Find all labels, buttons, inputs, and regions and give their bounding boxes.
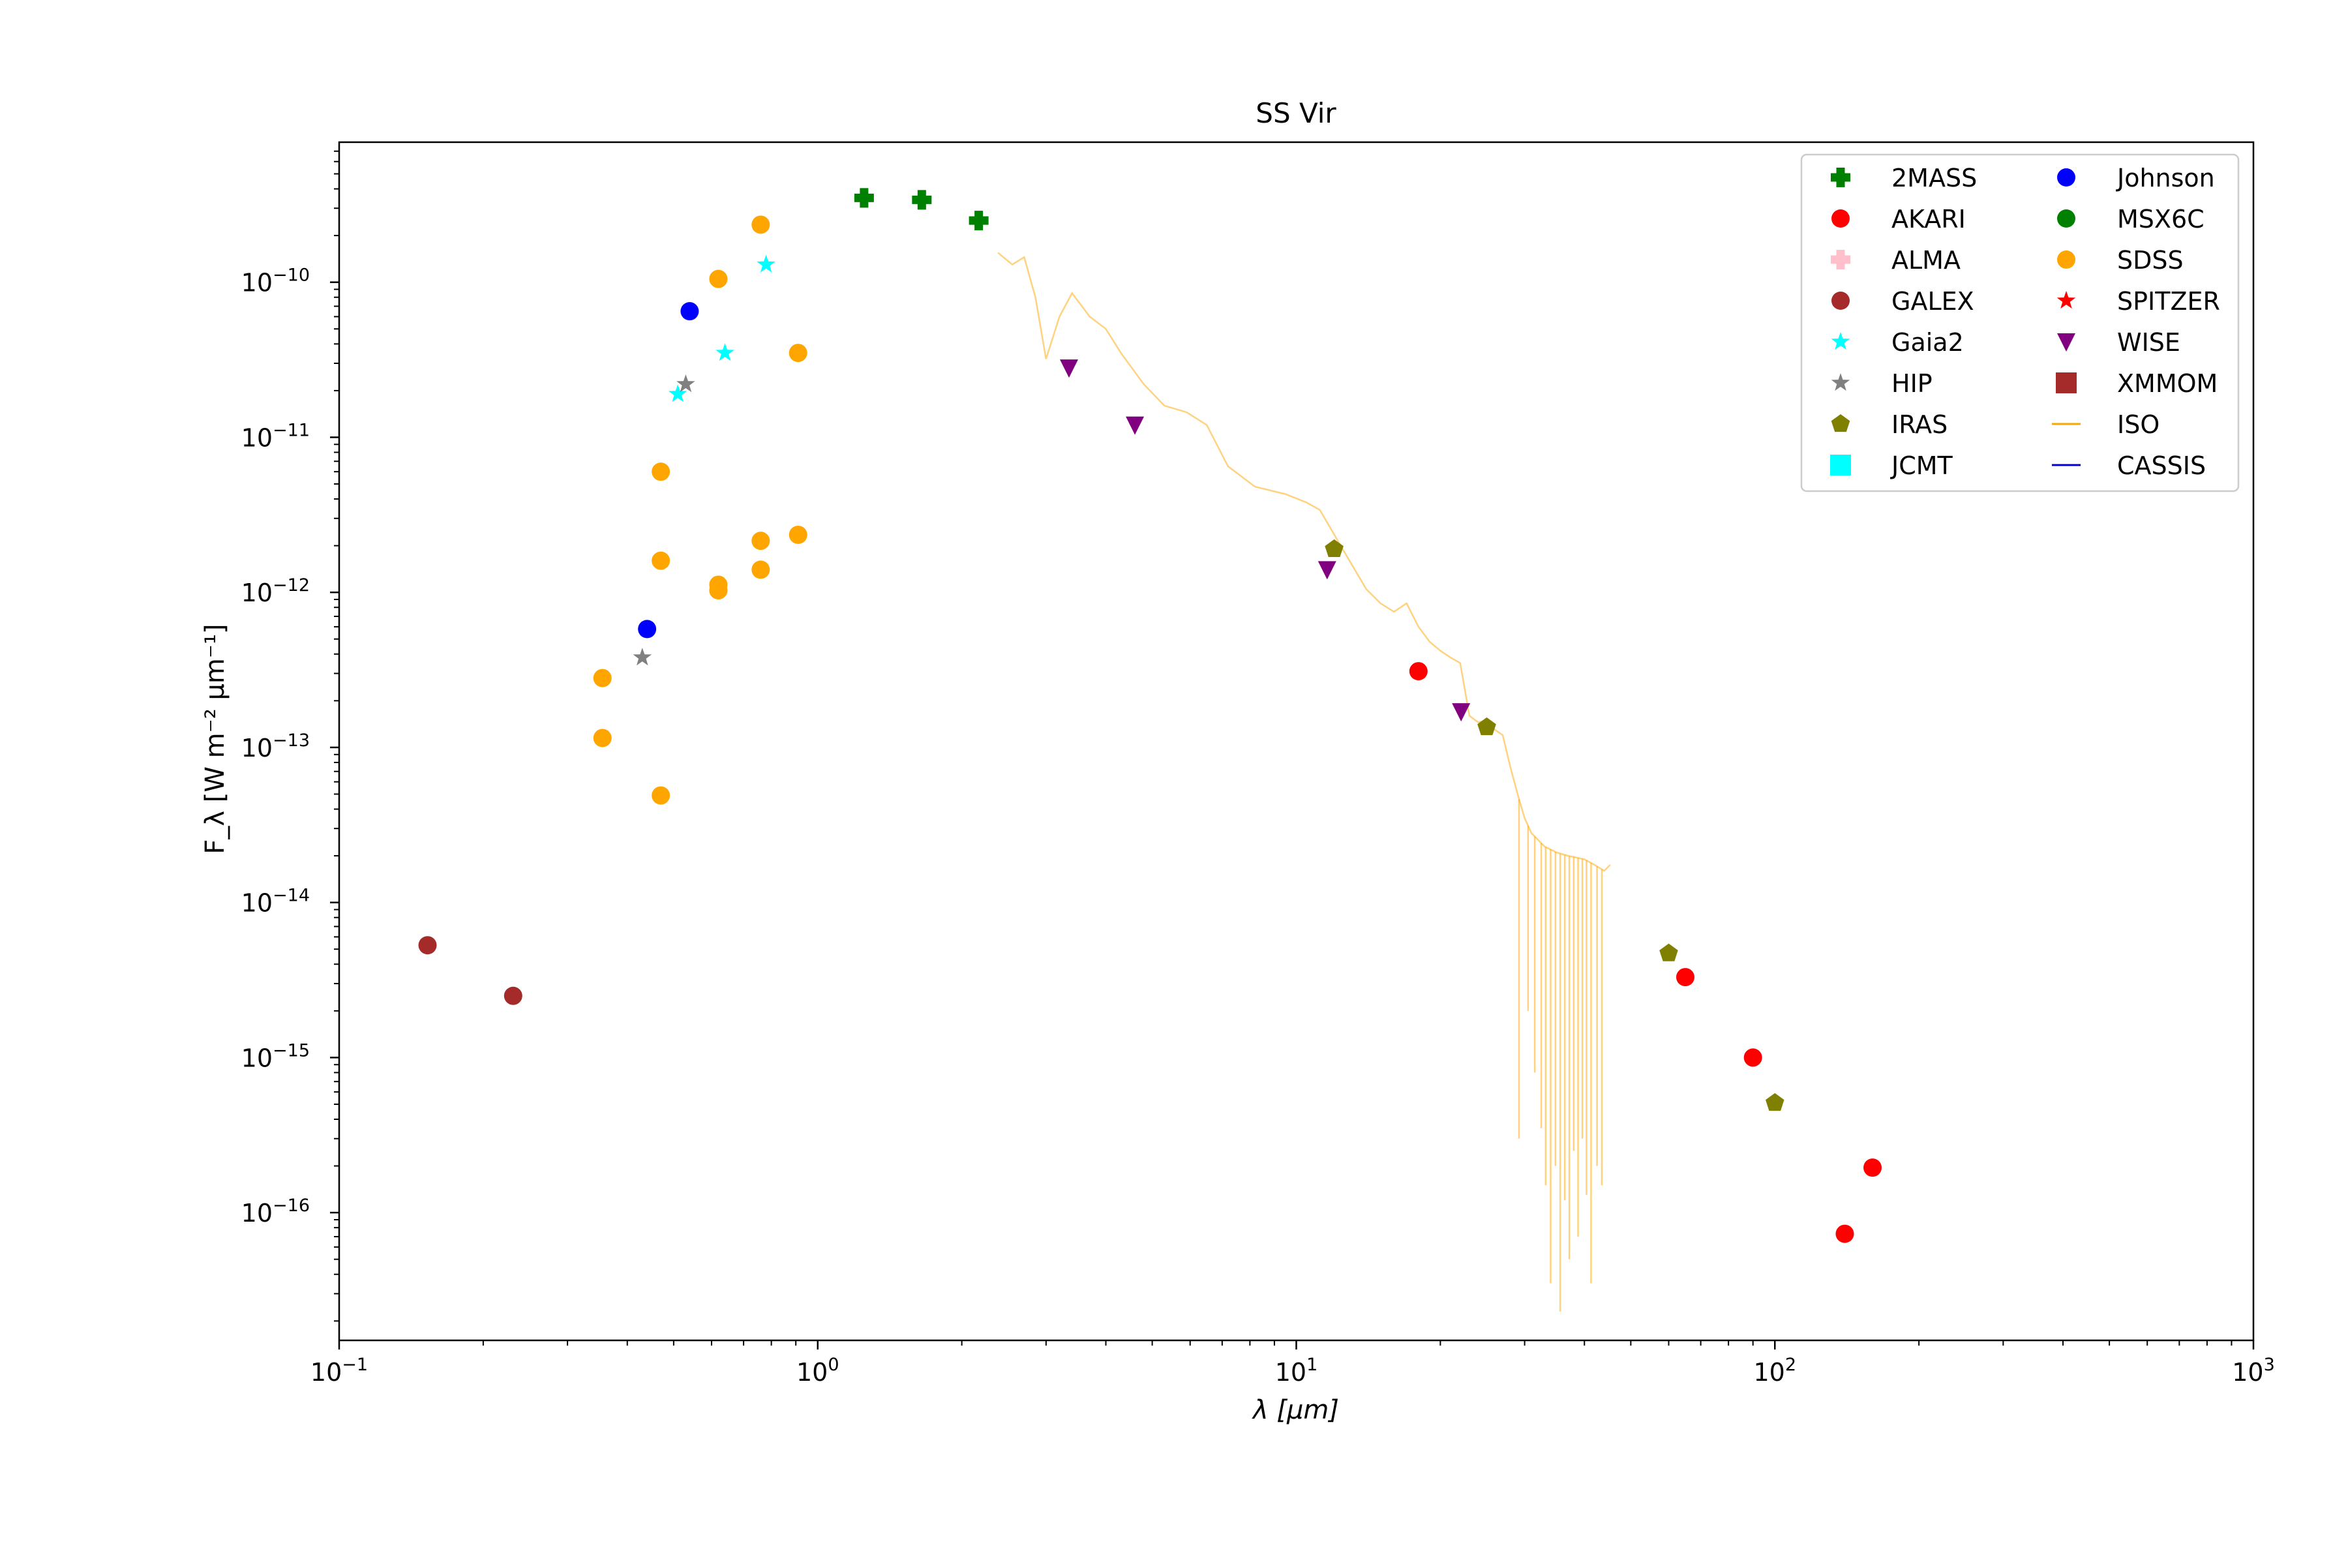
data-point-galex: [418, 936, 437, 955]
data-point-gaia2: [668, 384, 687, 402]
legend-marker-spitzer: [2056, 291, 2076, 309]
legend-label: 2MASS: [1891, 164, 1977, 192]
data-point-sdss: [652, 786, 670, 805]
legend-marker-johnson: [2057, 168, 2075, 187]
legend: 2MASS AKARI ALMA GALEX Gaia2 HIP IRAS JCMT Johns…: [1800, 153, 2240, 492]
data-point-iras: [1325, 539, 1344, 557]
data-point-sdss: [751, 560, 770, 579]
data-point-wise: [1317, 561, 1336, 580]
data-point-johnson: [638, 620, 657, 639]
legend-marker-jcmt: [1830, 455, 1851, 475]
legend-marker-hip: [1831, 373, 1850, 391]
data-point-hip: [633, 648, 652, 666]
data-point-2mass: [969, 211, 989, 231]
legend-marker-xmmom: [2056, 372, 2077, 393]
iso-spectrum-line: [997, 252, 1611, 872]
data-point-gaia2: [757, 254, 775, 273]
legend-label: SPITZER: [2117, 287, 2220, 316]
data-point-sdss: [751, 532, 770, 550]
data-point-sdss: [709, 581, 728, 600]
legend-label: MSX6C: [2117, 205, 2205, 234]
legend-frame: [1800, 153, 2240, 492]
legend-marker-msx6c: [2057, 209, 2075, 228]
legend-marker-gaia2: [1831, 332, 1850, 350]
legend-label: SDSS: [2117, 246, 2184, 275]
legend-label: ISO: [2117, 410, 2160, 439]
legend-marker-akari: [1831, 209, 1850, 228]
data-point-iras: [1477, 717, 1496, 736]
legend-label: ALMA: [1891, 246, 1961, 275]
legend-marker-sdss: [2057, 250, 2075, 269]
legend-label: AKARI: [1891, 205, 1966, 234]
data-point-wise: [1452, 703, 1471, 722]
x-axis-label: λ [μm]: [1252, 1395, 1339, 1425]
data-point-sdss: [652, 462, 670, 481]
data-point-sdss: [652, 551, 670, 570]
chart-title: SS Vir: [1256, 97, 1336, 129]
x-tick-label: 103: [2232, 1355, 2275, 1387]
data-point-iras: [1766, 1093, 1784, 1111]
legend-marker-2mass: [1831, 168, 1850, 187]
data-point-akari: [1863, 1158, 1882, 1177]
legend-label: HIP: [1891, 369, 1933, 398]
legend-label: WISE: [2117, 328, 2180, 357]
data-point-gaia2: [715, 343, 734, 361]
data-point-2mass: [854, 188, 874, 208]
data-point-sdss: [751, 215, 770, 234]
legend-marker-iras: [1831, 414, 1850, 432]
legend-label: GALEX: [1891, 287, 1974, 316]
legend-label: XMMOM: [2117, 369, 2218, 398]
data-point-wise: [1126, 416, 1145, 435]
data-point-akari: [1409, 662, 1428, 681]
legend-label: IRAS: [1891, 410, 1948, 439]
data-point-sdss: [789, 344, 807, 363]
data-point-johnson: [680, 302, 699, 321]
legend-marker-wise: [2057, 333, 2075, 352]
legend-label: CASSIS: [2117, 451, 2206, 480]
plot-area: [418, 188, 1882, 1312]
data-point-akari: [1743, 1048, 1762, 1067]
data-point-sdss: [709, 269, 728, 288]
data-point-sdss: [593, 669, 612, 687]
legend-label: Gaia2: [1891, 328, 1964, 357]
y-axis-label: F_λ [W m⁻² μm⁻¹]: [200, 624, 230, 854]
data-point-galex: [504, 986, 522, 1005]
data-point-akari: [1676, 968, 1694, 987]
legend-label: JCMT: [1890, 451, 1953, 480]
legend-label: Johnson: [2116, 164, 2215, 192]
x-tick-label: 101: [1275, 1355, 1318, 1387]
data-point-hip: [676, 374, 695, 393]
data-point-sdss: [789, 525, 807, 544]
data-point-2mass: [912, 190, 932, 210]
data-point-sdss: [593, 729, 612, 747]
legend-marker-galex: [1831, 292, 1850, 310]
legend-marker-alma: [1831, 250, 1850, 269]
data-point-iras: [1659, 943, 1678, 961]
data-point-wise: [1060, 359, 1079, 378]
data-point-akari: [1835, 1224, 1854, 1243]
